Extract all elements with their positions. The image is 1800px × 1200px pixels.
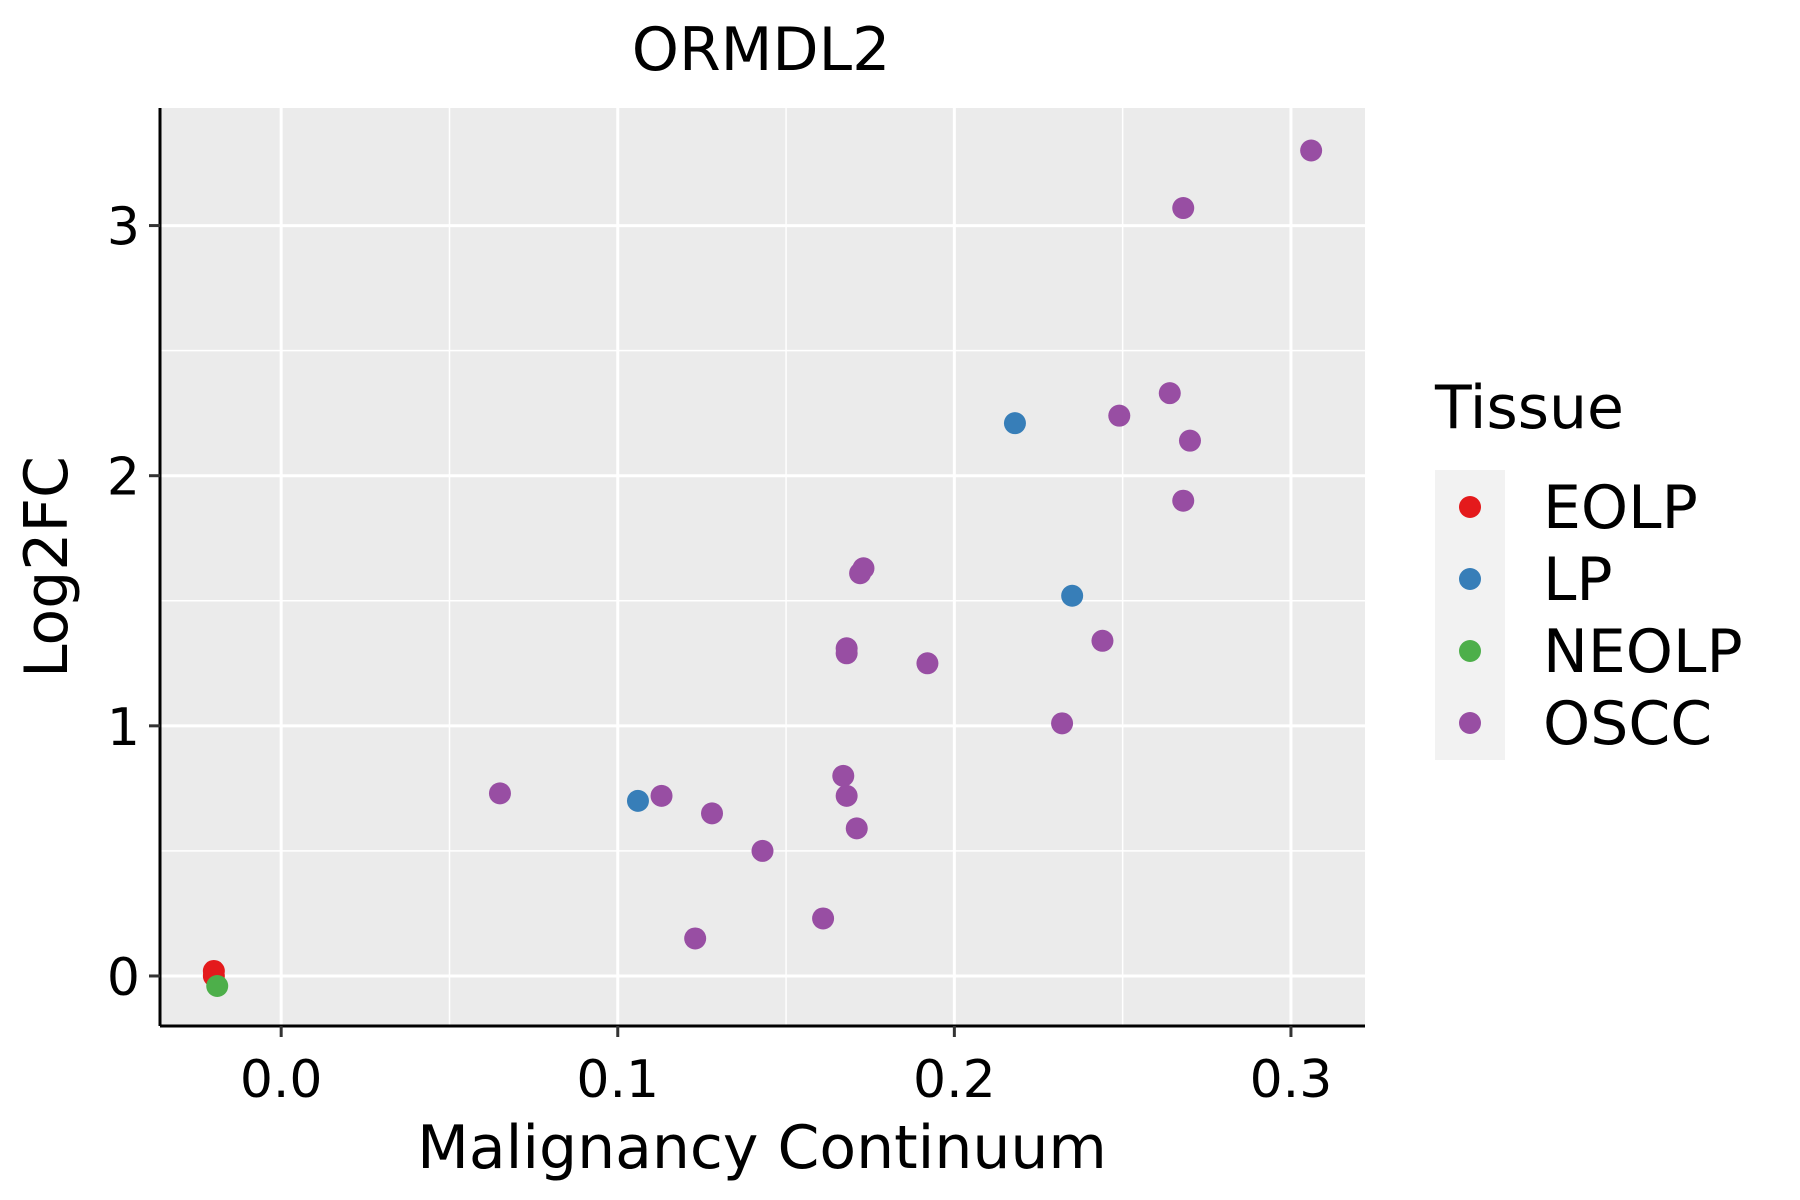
point-oscc: [684, 927, 707, 950]
plot-panel: [160, 108, 1365, 1026]
legend-key-eolp: [1459, 496, 1481, 518]
legend-key-background: [1435, 470, 1505, 760]
legend-label-neolp: NEOLP: [1543, 617, 1743, 687]
legend-label-eolp: EOLP: [1543, 473, 1698, 543]
point-oscc: [1172, 197, 1195, 220]
x-axis-ticks: 0.0 0.1 0.2 0.3: [240, 1026, 1332, 1110]
legend-key-lp: [1459, 568, 1481, 590]
point-oscc: [852, 557, 875, 580]
point-oscc: [1108, 404, 1131, 427]
point-oscc: [845, 817, 868, 840]
y-tick-label: 3: [107, 198, 140, 258]
legend-title: Tissue: [1434, 373, 1624, 443]
minor-grid: [160, 108, 1365, 1026]
legend-key-neolp: [1459, 640, 1481, 662]
point-oscc: [835, 784, 858, 807]
x-axis-title: Malignancy Continuum: [417, 1113, 1107, 1183]
point-oscc: [1178, 429, 1201, 452]
point-oscc: [916, 652, 939, 675]
point-oscc: [1172, 489, 1195, 512]
point-lp: [626, 789, 649, 812]
point-oscc: [812, 907, 835, 930]
point-oscc: [1051, 712, 1074, 735]
point-oscc: [488, 782, 511, 805]
point-lp: [1003, 412, 1026, 435]
point-oscc: [835, 637, 858, 660]
point-oscc: [1158, 382, 1181, 405]
point-neolp: [206, 974, 229, 997]
point-oscc: [1300, 139, 1323, 162]
y-axis-title: Log2FC: [12, 456, 82, 678]
legend-key-oscc: [1459, 712, 1481, 734]
x-tick-label: 0.0: [240, 1050, 323, 1110]
point-oscc: [650, 784, 673, 807]
x-tick-label: 0.2: [913, 1050, 996, 1110]
point-oscc: [751, 839, 774, 862]
x-tick-label: 0.1: [576, 1050, 659, 1110]
x-tick-label: 0.3: [1250, 1050, 1333, 1110]
point-oscc: [1091, 629, 1114, 652]
chart-title: ORMDL2: [632, 15, 891, 85]
point-lp: [1061, 584, 1084, 607]
major-grid: [160, 108, 1365, 1026]
point-oscc: [832, 764, 855, 787]
y-tick-label: 2: [107, 448, 140, 508]
y-tick-label: 0: [107, 948, 140, 1008]
y-tick-label: 1: [107, 698, 140, 758]
y-axis-ticks: 0 1 2 3: [107, 198, 160, 1008]
point-oscc: [701, 802, 724, 825]
data-points: [202, 139, 1323, 997]
legend-label-lp: LP: [1543, 545, 1613, 615]
legend-label-oscc: OSCC: [1543, 689, 1712, 759]
